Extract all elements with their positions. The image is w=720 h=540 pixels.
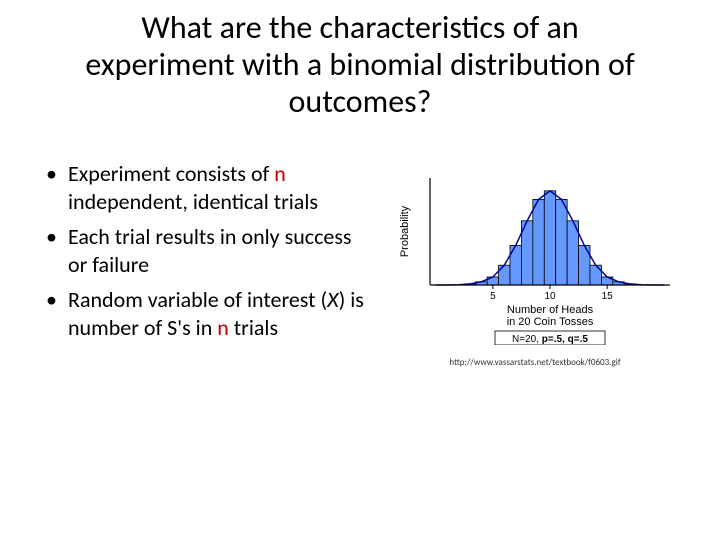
svg-text:10: 10 bbox=[544, 291, 556, 302]
svg-text:15: 15 bbox=[602, 291, 614, 302]
bullet-item: Each trial results in only success or fa… bbox=[58, 223, 370, 278]
svg-text:5: 5 bbox=[490, 291, 496, 302]
bullet-item: Random variable of interest (X) is numbe… bbox=[58, 286, 370, 341]
bullet-list: Experiment consists of n independent, id… bbox=[40, 160, 370, 368]
slide-title: What are the characteristics of an exper… bbox=[40, 10, 680, 120]
binomial-histogram: 5 10 15 Probability Number of Headsin 20 Coi… bbox=[390, 170, 680, 345]
svg-text:in 20 Coin Tosses: in 20 Coin Tosses bbox=[507, 316, 594, 328]
citation-text: http://www.vassarstats.net/textbook/f060… bbox=[390, 357, 680, 368]
bullet-item: Experiment consists of n independent, id… bbox=[58, 160, 370, 215]
svg-text:Probability: Probability bbox=[399, 206, 411, 258]
chart-figure: 5 10 15 Probability Number of Headsin 20 Coi… bbox=[390, 160, 680, 368]
svg-text:Number of Heads: Number of Heads bbox=[507, 304, 594, 316]
svg-text:N=20, p=.5, q=.5: N=20, p=.5, q=.5 bbox=[512, 334, 588, 345]
